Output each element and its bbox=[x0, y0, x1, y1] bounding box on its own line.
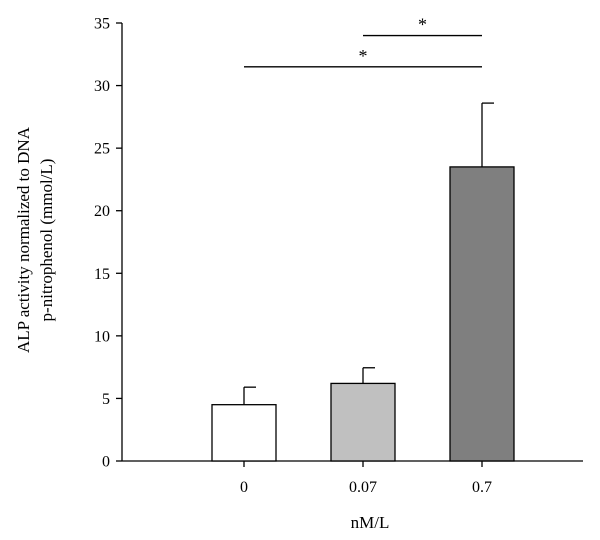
bar-1 bbox=[330, 382, 396, 462]
y-tick-label: 5 bbox=[102, 391, 110, 408]
y-tick-label: 25 bbox=[94, 141, 110, 158]
bar-2 bbox=[449, 166, 515, 462]
y-axis-title: ALP activity normalized to DNA p-nitroph… bbox=[14, 126, 56, 353]
y-axis-title-line-2: p-nitrophenol (mmol/L) bbox=[37, 159, 56, 322]
x-tick-label-2: 0.7 bbox=[472, 479, 492, 496]
significance-label-0: * bbox=[418, 15, 427, 35]
x-tick-label-0: 0 bbox=[240, 479, 248, 496]
y-axis-title-line-1: ALP activity normalized to DNA bbox=[14, 126, 33, 353]
significance-label-1: * bbox=[359, 46, 368, 66]
x-tick-label-1: 0.07 bbox=[349, 479, 377, 496]
plot-area: 0 5 10 15 20 25 30 35 0 0.07 0.7 * * bbox=[94, 15, 583, 496]
y-tick-label: 30 bbox=[94, 78, 110, 95]
y-tick-label: 10 bbox=[94, 328, 110, 345]
bar-0 bbox=[211, 404, 277, 462]
y-tick-label: 35 bbox=[94, 16, 110, 33]
y-tick-label: 0 bbox=[102, 454, 110, 471]
y-tick-label: 15 bbox=[94, 266, 110, 283]
y-tick-label: 20 bbox=[94, 203, 110, 220]
x-axis-title: nM/L bbox=[351, 513, 390, 532]
